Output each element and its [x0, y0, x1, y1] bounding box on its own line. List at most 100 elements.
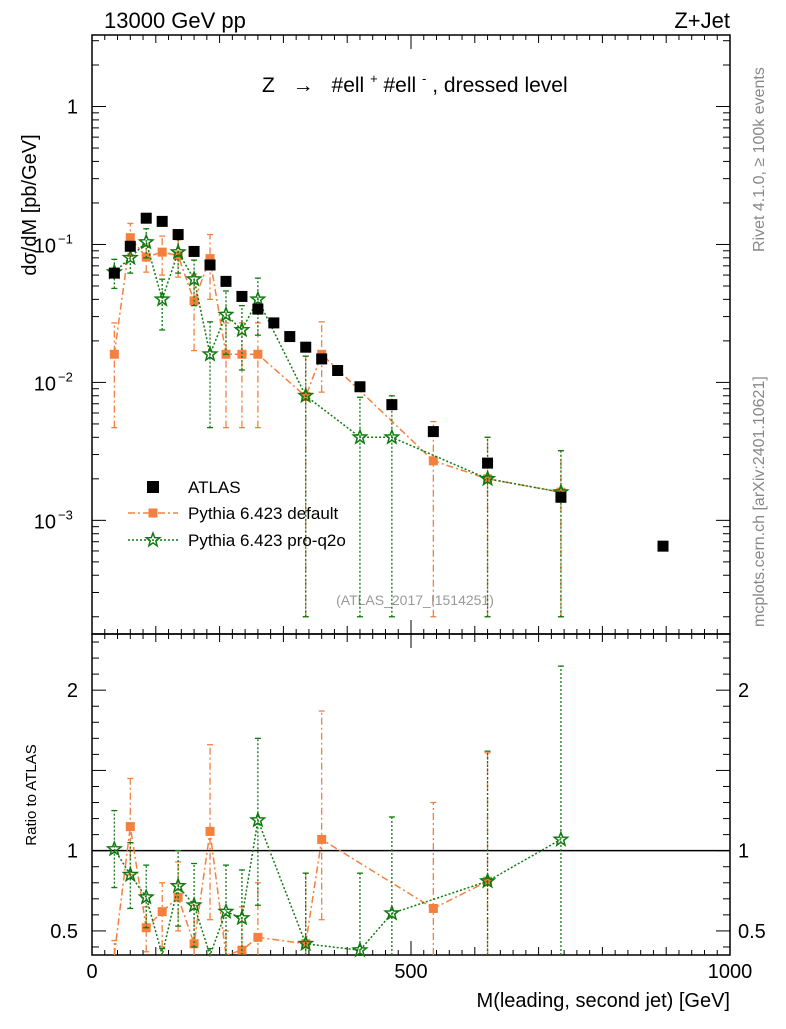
process-title-sup1: +	[370, 71, 378, 86]
main-atlas-point	[316, 353, 328, 365]
ratio-pythia-proq2o-point	[185, 895, 203, 913]
legend-pythia-default-label: Pythia 6.423 default	[188, 504, 339, 523]
main-pythia-default-point	[237, 349, 247, 359]
ratio-y-tick-label: 1	[67, 841, 78, 863]
main-pythia-proq2o-point	[201, 345, 219, 362]
main-atlas-point	[555, 491, 567, 503]
ratio-pythia-proq2o-point	[351, 941, 369, 958]
main-atlas-point	[108, 267, 120, 279]
legend: ATLAS Pythia 6.423 default Pythia 6.423 pr…	[128, 478, 346, 550]
main-pythia-proq2o-point	[121, 248, 139, 266]
main-pythia-default-point	[428, 456, 438, 466]
main-pythia-proq2o-point	[185, 270, 203, 287]
analysis-id: (ATLAS_2017_I1514251)	[336, 592, 494, 608]
main-pythia-proq2o-point	[233, 320, 251, 338]
main-atlas-point	[300, 341, 312, 353]
main-pythia-proq2o-point	[153, 290, 171, 307]
main-pythia-proq2o-point	[478, 469, 497, 487]
main-atlas-point	[236, 290, 248, 302]
ratio-pythia-proq2o-point	[383, 904, 401, 921]
process-title-lep1: #ell	[332, 74, 365, 97]
x-tick-label: 1000	[708, 961, 753, 983]
process-title-sup2: -	[422, 71, 426, 86]
ratio-pythia-proq2o-point	[249, 811, 267, 828]
ratio-pythia-proq2o-point	[478, 872, 497, 889]
ratio-pythia-proq2o-point	[137, 888, 155, 905]
main-panel: 110−110−210−3	[34, 34, 731, 635]
y-tick-label-exponent: −1	[58, 231, 73, 246]
main-pythia-proq2o-point	[383, 428, 401, 445]
beam-label: 13000 GeV pp	[104, 8, 246, 33]
main-pythia-proq2o-point	[297, 386, 315, 404]
main-atlas-point	[268, 317, 280, 329]
main-pythia-proq2o-point	[137, 232, 155, 250]
main-atlas-point	[427, 426, 439, 438]
main-atlas-point	[140, 212, 152, 224]
mcplots-label: mcplots.cern.ch [arXiv:2401.10621]	[751, 376, 768, 627]
y-tick-label: 10	[34, 511, 56, 533]
main-pythia-default-point	[253, 349, 263, 359]
main-atlas-point	[124, 240, 136, 252]
ratio-y-tick-label-right: 1	[738, 841, 749, 863]
ratio-pythia-proq2o-point	[233, 908, 251, 926]
ratio-pythia-default-line	[113, 826, 488, 956]
ratio-pythia-default-point	[253, 932, 263, 942]
ratio-y-tick-label: 0.5	[50, 921, 78, 943]
main-atlas-point	[188, 245, 200, 257]
ratio-y-tick-label-right: 2	[738, 680, 749, 702]
main-y-axis-label: dσ/dM [pb/GeV]	[19, 134, 41, 275]
ratio-pythia-proq2o-point	[169, 876, 187, 894]
ratio-pythia-default-point	[205, 826, 215, 836]
main-atlas-point	[354, 381, 366, 393]
y-tick-label: 1	[67, 97, 78, 119]
main-pythia-proq2o-point	[351, 428, 369, 445]
main-pythia-proq2o-line	[113, 240, 562, 493]
legend-pythia-proq2o-label: Pythia 6.423 pro-q2o	[188, 531, 346, 550]
ratio-pythia-proq2o-point	[297, 934, 315, 952]
main-pythia-default-point	[157, 247, 167, 257]
ratio-pythia-proq2o-line	[113, 817, 562, 958]
y-tick-label: 10	[34, 235, 56, 257]
process-title-lep2: #ell	[384, 74, 417, 97]
y-tick-label-exponent: −2	[58, 369, 73, 384]
ratio-y-tick-label-right: 0.5	[738, 921, 766, 943]
ratio-y-tick-label: 2	[67, 680, 78, 702]
ratio-panel: 0 500 1000 0.5 0.5 1 1 2 2	[50, 633, 766, 983]
main-atlas-point	[156, 215, 168, 227]
legend-pythia-default-marker	[148, 508, 158, 518]
ratio-pythia-default-point	[317, 834, 327, 844]
main-pythia-default-point	[205, 254, 215, 264]
rivet-version-label: Rivet 4.1.0, ≥ 100k events	[751, 67, 768, 252]
x-tick-label: 0	[86, 961, 97, 983]
main-pythia-proq2o-point	[169, 242, 187, 260]
main-pythia-proq2o-point	[217, 305, 235, 323]
ratio-pythia-proq2o-point	[552, 830, 570, 847]
ratio-y-axis-label: Ratio to ATLAS	[23, 744, 40, 845]
process-title-z: Z	[262, 74, 275, 97]
main-atlas-point	[482, 457, 494, 469]
main-atlas-point	[284, 331, 296, 343]
main-atlas-point	[386, 399, 398, 411]
process-title: Z → #ell + #ell - , dressed level	[262, 65, 568, 97]
main-pythia-default-line	[113, 235, 562, 493]
ratio-pythia-default-point	[428, 903, 438, 913]
legend-atlas-marker	[147, 481, 159, 493]
ratio-pythia-proq2o-point	[121, 865, 139, 883]
process-label: Z+Jet	[674, 8, 730, 33]
x-axis-label: M(leading, second jet) [GeV]	[477, 990, 730, 1012]
main-atlas-point	[332, 364, 344, 376]
ratio-pythia-default-point	[157, 907, 167, 917]
legend-pythia-proq2o-marker	[144, 530, 162, 548]
ratio-pythia-default-point	[189, 939, 199, 949]
main-pythia-default-point	[109, 349, 119, 359]
ratio-pythia-default-point	[125, 822, 135, 832]
ratio-pythia-proq2o-point	[217, 902, 235, 920]
main-atlas-point	[252, 303, 264, 315]
main-atlas-point	[204, 259, 216, 271]
main-atlas-point	[657, 540, 669, 552]
main-pythia-default-point	[125, 233, 135, 243]
main-pythia-proq2o-point	[249, 290, 267, 307]
y-tick-label-exponent: −3	[58, 507, 73, 522]
